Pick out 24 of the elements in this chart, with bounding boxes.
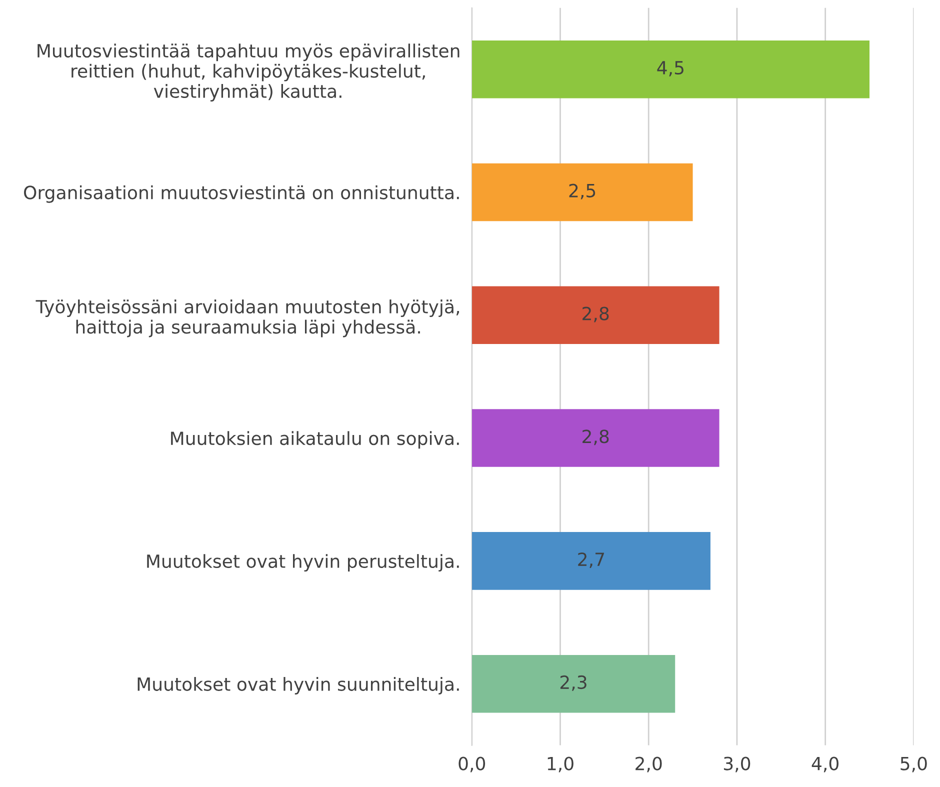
data-label: 2,7	[578, 552, 604, 568]
data-label: 2,3	[560, 675, 586, 691]
y-tick-label: Muutokset ovat hyvin perusteltuja.	[147, 554, 459, 572]
x-tick-label: 3,0	[724, 756, 750, 772]
x-tick-label: 0,0	[458, 756, 486, 772]
bar	[472, 163, 693, 222]
x-tick-label: 2,0	[636, 756, 662, 772]
y-tick-label: Työyhteisössäni arvioidaan muutosten hyötyjä, haittoja ja seuraamuksia läpi yhdessä.	[36, 300, 460, 338]
bar	[472, 532, 710, 590]
data-label: 2,8	[582, 430, 609, 446]
data-label: 2,5	[569, 184, 596, 200]
y-tick-label: Muutosviestintää tapahtuu myös epävirallisten reittien (huhut, kahvipöytäkes-kustelut, viestiryhmät) kautta.	[38, 44, 460, 102]
bar	[472, 286, 720, 344]
x-tick-label: 5,0	[900, 756, 927, 772]
y-tick-label: Muutokset ovat hyvin suunniteltuja.	[138, 676, 459, 694]
bar	[472, 654, 676, 713]
x-tick-label: 4,0	[812, 756, 838, 772]
bar	[472, 40, 870, 98]
data-label: 2,8	[582, 306, 609, 322]
bar	[472, 409, 720, 467]
x-tick-label: 1,0	[548, 756, 574, 772]
y-tick-label: Muutoksien aikataulu on sopiva.	[171, 431, 459, 449]
y-tick-label: Organisaationi muutosviestintä on onnistunutta.	[24, 185, 459, 203]
data-label: 4,5	[657, 61, 684, 76]
